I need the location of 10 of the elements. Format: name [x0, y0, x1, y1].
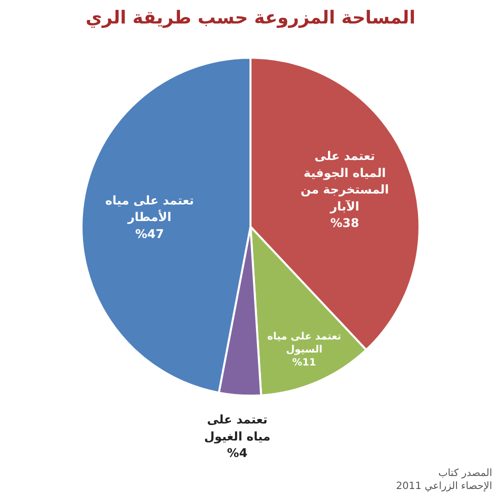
data-label: %4 [227, 446, 248, 460]
slice-label: تعتمد على المياه الجوفية المستخرجة من الآبار [300, 148, 389, 214]
slice-label: تعتمد على مياه الأمطار [105, 193, 194, 224]
text: المصدر كتاب الإحصاء الزراعي 2011 [396, 468, 492, 492]
data-label: %47 [135, 227, 164, 242]
data-label: %38 [330, 216, 360, 230]
slice-label: تعتمد على مياه الغيول [204, 412, 270, 444]
chart-title: المساحة المزروعة حسب طريقة الري [86, 8, 416, 28]
slice-label: تعتمد على مياه السيول [267, 331, 342, 356]
data-label: %11 [292, 358, 316, 369]
